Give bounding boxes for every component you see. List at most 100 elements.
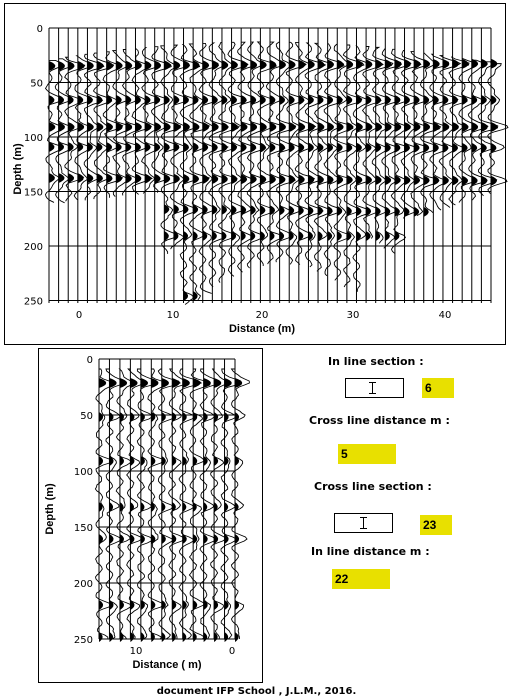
- top-reflection-peak: [308, 231, 313, 241]
- top-trace-wiggle: [227, 41, 249, 277]
- top-reflection-peak: [241, 122, 248, 132]
- bottom-reflection-peak: [161, 600, 166, 610]
- bottom-reflection-peak: [214, 534, 219, 544]
- crossline-section-slider[interactable]: [334, 513, 393, 533]
- bottom-trace-wiggle: [105, 368, 126, 640]
- inline-section-value[interactable]: 6: [422, 378, 454, 398]
- bottom-reflection-peak: [203, 378, 211, 388]
- bottom-y-tick-label: 0: [87, 355, 93, 366]
- top-reflection-peak: [202, 95, 209, 105]
- top-trace-wiggle: [275, 41, 297, 263]
- top-reflection-peak: [452, 122, 459, 132]
- top-reflection-peak: [452, 95, 458, 105]
- top-reflection-peak: [212, 231, 217, 241]
- bottom-y-tick-label: 50: [80, 411, 93, 422]
- top-reflection-peak: [481, 142, 487, 153]
- top-reflection-peak: [279, 95, 286, 105]
- top-reflection-peak: [145, 142, 151, 153]
- top-reflection-peak: [270, 231, 275, 241]
- top-reflection-peak: [221, 95, 228, 105]
- bottom-reflection-peak: [151, 412, 156, 422]
- top-reflection-peak: [270, 122, 277, 132]
- top-reflection-peak: [68, 60, 75, 71]
- top-reflection-peak: [106, 95, 113, 105]
- top-reflection-peak: [173, 231, 179, 241]
- inline-distance-value[interactable]: 22: [332, 569, 390, 589]
- top-reflection-peak: [58, 60, 65, 71]
- crossline-section-value[interactable]: 23: [420, 515, 452, 535]
- top-reflection-peak: [135, 95, 141, 105]
- top-reflection-peak: [183, 291, 189, 301]
- top-trace-wiggle: [208, 42, 230, 288]
- top-trace-wiggle: [246, 41, 267, 269]
- bottom-reflection-peak: [140, 600, 145, 610]
- top-reflection-peak: [49, 95, 55, 105]
- top-reflection-peak: [471, 142, 478, 153]
- top-reflection-peak: [125, 173, 132, 184]
- top-reflection-peak: [289, 231, 294, 241]
- top-reflection-peak: [77, 95, 84, 105]
- bottom-reflection-peak: [235, 600, 240, 610]
- top-reflection-peak: [394, 122, 402, 132]
- bottom-reflection-peak: [119, 600, 124, 610]
- bottom-reflection-peak: [235, 412, 240, 422]
- top-reflection-peak: [423, 206, 429, 217]
- bottom-reflection-peak: [99, 412, 104, 422]
- inline-distance-label: In line distance m :: [311, 545, 430, 558]
- top-y-axis-title: Depth (m): [12, 143, 24, 195]
- top-trace-wiggle: [487, 63, 509, 194]
- bottom-trace-wiggle: [210, 368, 228, 640]
- top-reflection-peak: [250, 95, 257, 105]
- bottom-reflection-peak: [109, 412, 114, 422]
- top-reflection-peak: [279, 231, 285, 241]
- top-reflection-peak: [356, 95, 362, 105]
- bottom-reflection-peak: [193, 412, 198, 422]
- bottom-reflection-peak: [140, 456, 145, 466]
- top-reflection-peak: [433, 122, 440, 132]
- top-reflection-peak: [481, 175, 488, 186]
- top-reflection-peak: [462, 142, 468, 153]
- top-reflection-peak: [154, 122, 161, 132]
- bottom-reflection-peak: [130, 412, 135, 422]
- bottom-reflection-peak: [99, 456, 104, 466]
- bottom-reflection-peak: [161, 412, 166, 422]
- bottom-reflection-peak: [214, 600, 219, 610]
- top-reflection-peak: [212, 142, 218, 153]
- bottom-reflection-peak: [172, 456, 177, 466]
- top-reflection-peak: [327, 174, 334, 185]
- top-reflection-peak: [279, 174, 286, 185]
- top-reflection-peak: [250, 59, 258, 70]
- top-trace-wiggle: [256, 41, 277, 266]
- top-reflection-peak: [154, 142, 161, 153]
- bottom-reflection-peak: [235, 502, 239, 512]
- top-reflection-peak: [87, 95, 93, 105]
- top-reflection-peak: [221, 174, 228, 185]
- top-reflection-peak: [221, 231, 227, 241]
- bottom-reflection-peak: [151, 378, 159, 388]
- top-reflection-peak: [49, 122, 56, 132]
- inline-section-slider[interactable]: [345, 378, 404, 398]
- bottom-trace-wiggle: [115, 368, 133, 640]
- top-trace-wiggle: [92, 52, 115, 200]
- bottom-reflection-peak: [214, 456, 219, 466]
- crossline-section-slider-thumb[interactable]: [360, 517, 367, 529]
- top-trace-wiggle: [400, 49, 422, 219]
- crossline-distance-value[interactable]: 5: [338, 444, 396, 464]
- top-reflection-peak: [58, 95, 65, 105]
- top-reflection-peak: [164, 60, 171, 71]
- top-reflection-peak: [385, 231, 390, 241]
- crossline-seismic-section-panel: 0 50 100 150 200 250 10 0 Distance ( m) Depth (m): [38, 348, 263, 683]
- bottom-reflection-peak: [99, 502, 103, 512]
- top-reflection-peak: [375, 122, 382, 132]
- inline-section-slider-thumb[interactable]: [369, 382, 376, 394]
- top-reflection-peak: [346, 122, 354, 132]
- top-reflection-peak: [481, 58, 488, 69]
- top-trace-wiggle: [313, 42, 334, 272]
- top-reflection-peak: [394, 142, 401, 153]
- top-reflection-peak: [154, 173, 161, 184]
- bottom-reflection-peak: [172, 378, 180, 388]
- top-reflection-peak: [279, 142, 286, 153]
- inline-seismic-section-panel: 0 50 100 150 200 250 0 10 20 30 40 Distance (m) Dept…: [4, 3, 509, 345]
- top-reflection-peak: [318, 174, 324, 185]
- top-reflection-peak: [58, 173, 65, 184]
